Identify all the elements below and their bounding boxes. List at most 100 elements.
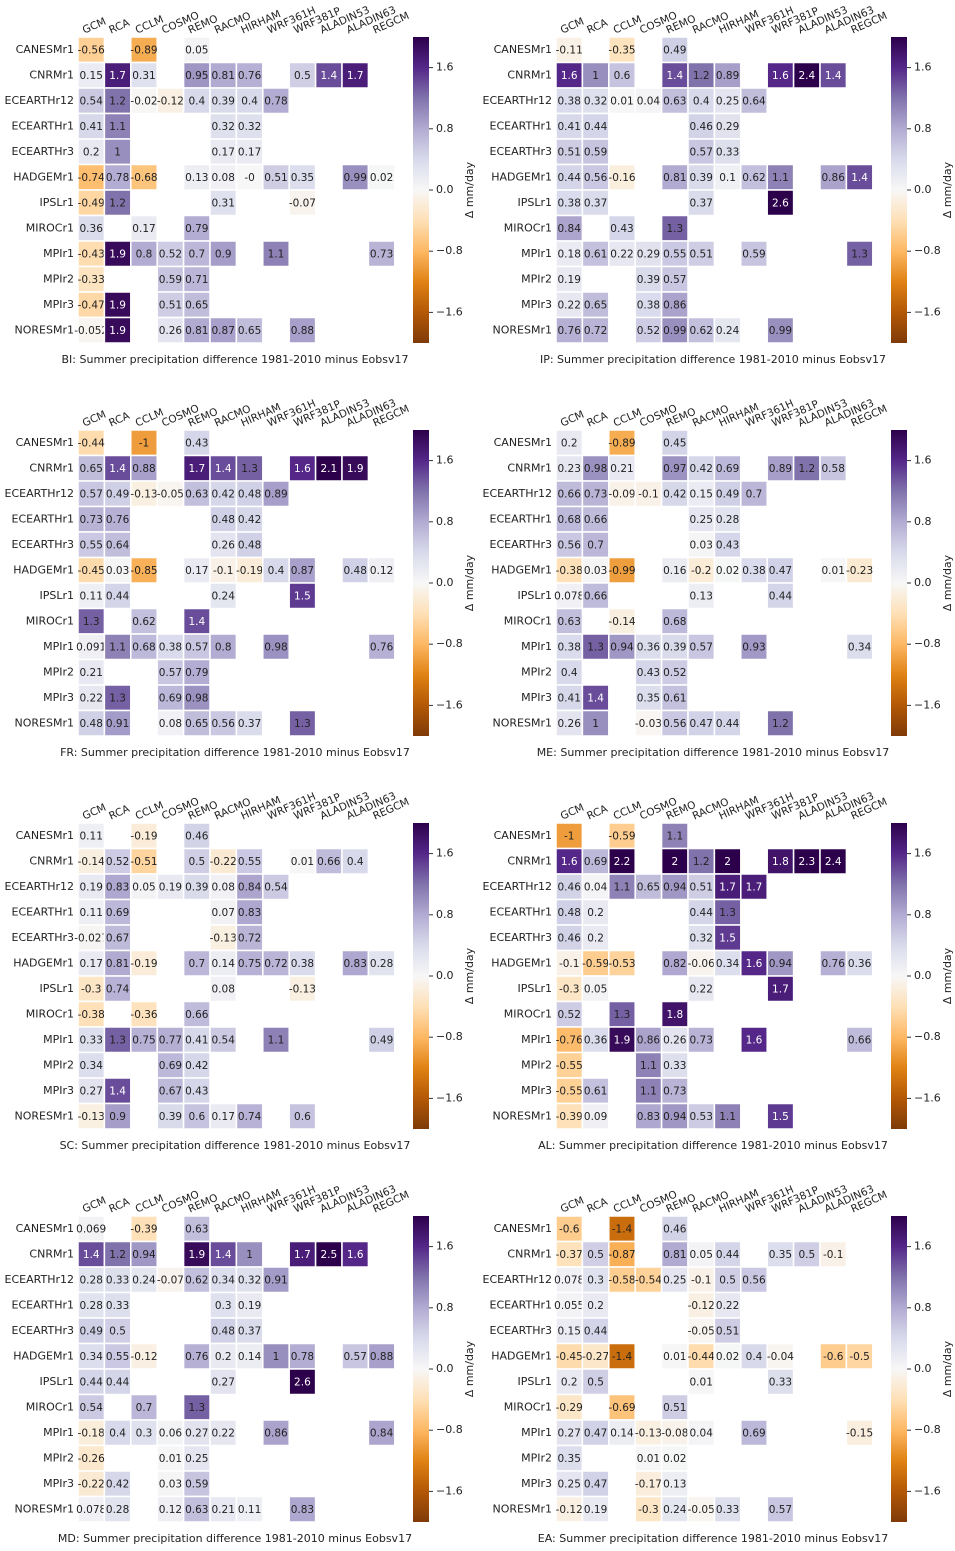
cell-value: 1.3 <box>719 907 736 919</box>
cell-value: 0.24 <box>716 325 740 337</box>
column-label: RCA <box>107 1196 132 1216</box>
cell-value: 0.88 <box>291 325 314 337</box>
cell-value: 0.66 <box>584 590 608 602</box>
colorbar-tick-label: −0.8 <box>436 1030 463 1043</box>
cell-value: 0.84 <box>370 1427 394 1439</box>
heatmap-cell <box>209 582 238 610</box>
heatmap-cell <box>209 709 238 737</box>
heatmap-cell <box>766 163 795 191</box>
cell-value: 0.33 <box>663 1060 686 1072</box>
cell-value: 2 <box>671 856 678 868</box>
cell-value: 0.25 <box>716 95 739 107</box>
heatmap-cell <box>555 949 584 977</box>
cell-value: 0.72 <box>584 325 607 337</box>
cell-value: -0.13 <box>130 488 157 500</box>
colorbar-label: Δ mm/day <box>463 554 476 611</box>
cell-value: 0.34 <box>212 1274 236 1286</box>
cell-value: 0.35 <box>769 1249 792 1261</box>
row-label: CNRMr1 <box>507 461 552 474</box>
heatmap-cell <box>581 1077 610 1105</box>
cell-value: 1.5 <box>772 1111 789 1123</box>
cell-value: 0.46 <box>558 932 582 944</box>
colorbar-tick-label: 0.0 <box>436 1362 454 1375</box>
cell-value: -0.47 <box>78 299 105 311</box>
cell-value: 0.11 <box>80 907 103 919</box>
row-label: CANESMr1 <box>494 1222 552 1235</box>
heatmap-cell <box>209 240 238 268</box>
heatmap-cell <box>608 1393 636 1421</box>
cell-value: -0.38 <box>556 565 583 577</box>
heatmap-cell <box>555 112 584 140</box>
heatmap-cell <box>235 1240 264 1268</box>
row-label: ECEARTHr3 <box>490 145 552 158</box>
cell-value: 0.66 <box>848 1034 872 1046</box>
cell-value: 1.2 <box>693 70 710 82</box>
heatmap-cell <box>288 1240 317 1268</box>
cell-value: 0.69 <box>584 856 607 868</box>
heatmap-cell <box>182 1470 211 1498</box>
colorbar-tick-label: 0.8 <box>914 122 932 135</box>
cell-value: 0.33 <box>716 146 739 158</box>
cell-value: 0.99 <box>663 325 686 337</box>
cell-value: 0.44 <box>716 1249 740 1261</box>
cell-value: 2.6 <box>772 197 789 209</box>
cell-value: 0.88 <box>132 463 155 475</box>
column-label: GCM <box>81 16 108 37</box>
heatmap-cell <box>713 1495 742 1523</box>
cell-value: 0.03 <box>159 1478 182 1490</box>
heatmap-cell <box>77 1102 106 1130</box>
cell-value: 0.38 <box>159 641 182 653</box>
cell-value: 0.02 <box>716 565 739 577</box>
row-label: ECEARTHr1 <box>12 1298 74 1311</box>
heatmap-cell <box>182 633 211 661</box>
cell-value: -0.54 <box>635 1274 662 1286</box>
colorbar-tick-label: 1.6 <box>436 1240 454 1253</box>
heatmap-cell <box>581 291 610 319</box>
heatmap-cell <box>766 61 795 89</box>
heatmap-cell <box>182 949 211 977</box>
column-label: RCA <box>585 1196 610 1216</box>
cell-value: 1.7 <box>347 70 364 82</box>
cell-value: 0.15 <box>80 70 103 82</box>
cell-value: 1.4 <box>587 692 604 704</box>
cell-value: -0.17 <box>635 1478 662 1490</box>
heatmap-panel: GCM RCA CCLMCOSMOREMORACMOHIRHAMWRF361HWRF… <box>5 790 476 1152</box>
heatmap-cell <box>156 1266 185 1294</box>
heatmap-cell <box>713 1342 742 1370</box>
heatmap-cell <box>713 61 742 89</box>
cell-value: 1.2 <box>109 95 126 107</box>
cell-value: 0.76 <box>106 514 130 526</box>
cell-value: 2.4 <box>798 70 815 82</box>
cell-value: 1.7 <box>188 463 205 475</box>
heatmap-cell <box>367 240 396 268</box>
cell-value: -0.36 <box>130 1009 157 1021</box>
heatmap-cell <box>77 822 106 850</box>
heatmap-cell <box>314 847 343 875</box>
cell-value: 0.42 <box>212 488 235 500</box>
heatmap-cell <box>235 1342 264 1370</box>
row-label: ECEARTHr3 <box>12 1324 74 1337</box>
cell-value: 0.46 <box>663 1223 687 1235</box>
cell-value: 0.8 <box>215 641 232 653</box>
heatmap-cell <box>130 61 158 89</box>
heatmap-cell <box>581 1026 610 1054</box>
cell-value: 0.93 <box>742 641 765 653</box>
cell-value: 0.7 <box>746 488 763 500</box>
cell-value: 0.78 <box>291 1351 314 1363</box>
column-label: RCA <box>107 410 132 430</box>
cell-value: 0.78 <box>106 172 129 184</box>
heatmap-cell <box>130 1000 158 1028</box>
heatmap-cell <box>660 240 689 268</box>
heatmap-cell <box>235 1317 264 1345</box>
heatmap-cell <box>713 949 742 977</box>
cell-value: 0.62 <box>185 1274 208 1286</box>
cell-value: 0.07 <box>212 907 235 919</box>
cell-value: 2.2 <box>614 856 631 868</box>
cell-value: 0.57 <box>663 274 686 286</box>
heatmap-cell <box>103 61 132 89</box>
cell-value: 2 <box>724 856 731 868</box>
cell-value: -0.27 <box>582 1351 609 1363</box>
cell-value: -0.45 <box>78 565 105 577</box>
cell-value: 1.6 <box>561 70 578 82</box>
heatmap-cell <box>235 847 264 875</box>
